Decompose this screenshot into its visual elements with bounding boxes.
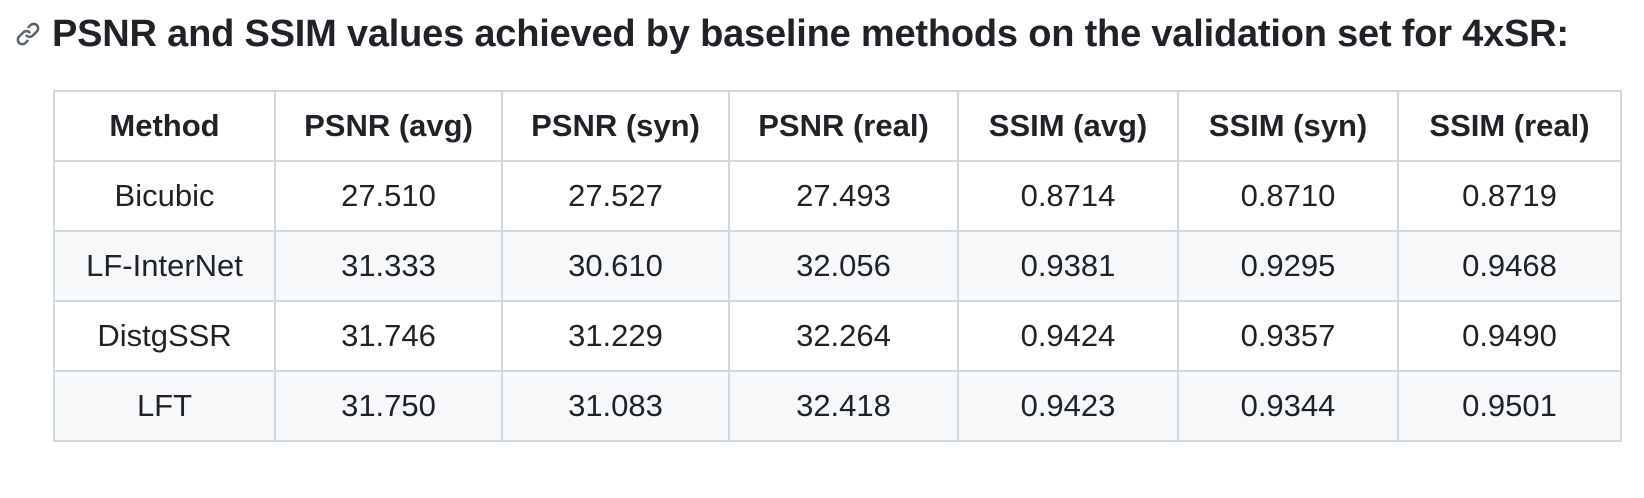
header-ssim-syn: SSIM (syn) <box>1178 91 1398 161</box>
cell-ssim-avg: 0.8714 <box>958 161 1178 231</box>
header-psnr-real: PSNR (real) <box>729 91 958 161</box>
table-body: Bicubic 27.510 27.527 27.493 0.8714 0.87… <box>54 161 1621 441</box>
cell-ssim-real: 0.8719 <box>1398 161 1621 231</box>
cell-ssim-real: 0.9490 <box>1398 301 1621 371</box>
cell-ssim-real: 0.9501 <box>1398 371 1621 441</box>
table-header: Method PSNR (avg) PSNR (syn) PSNR (real)… <box>54 91 1621 161</box>
cell-ssim-real: 0.9468 <box>1398 231 1621 301</box>
cell-psnr-syn: 27.527 <box>502 161 729 231</box>
page-title: PSNR and SSIM values achieved by baselin… <box>52 13 1569 56</box>
cell-ssim-avg: 0.9424 <box>958 301 1178 371</box>
cell-psnr-avg: 31.750 <box>275 371 502 441</box>
header-method: Method <box>54 91 275 161</box>
results-table-container: Method PSNR (avg) PSNR (syn) PSNR (real)… <box>53 90 1622 442</box>
table-row: LF-InterNet 31.333 30.610 32.056 0.9381 … <box>54 231 1621 301</box>
cell-ssim-syn: 0.9344 <box>1178 371 1398 441</box>
table-row: DistgSSR 31.746 31.229 32.264 0.9424 0.9… <box>54 301 1621 371</box>
table-row: LFT 31.750 31.083 32.418 0.9423 0.9344 0… <box>54 371 1621 441</box>
cell-method: Bicubic <box>54 161 275 231</box>
header-ssim-avg: SSIM (avg) <box>958 91 1178 161</box>
cell-psnr-syn: 31.229 <box>502 301 729 371</box>
cell-psnr-syn: 30.610 <box>502 231 729 301</box>
cell-psnr-real: 32.264 <box>729 301 958 371</box>
section-heading: PSNR and SSIM values achieved by baselin… <box>14 8 1569 60</box>
cell-psnr-avg: 31.746 <box>275 301 502 371</box>
cell-psnr-avg: 27.510 <box>275 161 502 231</box>
cell-ssim-syn: 0.9295 <box>1178 231 1398 301</box>
cell-psnr-avg: 31.333 <box>275 231 502 301</box>
cell-method: LF-InterNet <box>54 231 275 301</box>
header-psnr-syn: PSNR (syn) <box>502 91 729 161</box>
results-table: Method PSNR (avg) PSNR (syn) PSNR (real)… <box>53 90 1622 442</box>
table-row: Bicubic 27.510 27.527 27.493 0.8714 0.87… <box>54 161 1621 231</box>
header-row: Method PSNR (avg) PSNR (syn) PSNR (real)… <box>54 91 1621 161</box>
cell-ssim-avg: 0.9381 <box>958 231 1178 301</box>
cell-psnr-syn: 31.083 <box>502 371 729 441</box>
cell-method: DistgSSR <box>54 301 275 371</box>
cell-psnr-real: 32.056 <box>729 231 958 301</box>
header-psnr-avg: PSNR (avg) <box>275 91 502 161</box>
cell-psnr-real: 32.418 <box>729 371 958 441</box>
link-icon[interactable] <box>14 20 42 48</box>
cell-ssim-syn: 0.8710 <box>1178 161 1398 231</box>
cell-psnr-real: 27.493 <box>729 161 958 231</box>
cell-ssim-syn: 0.9357 <box>1178 301 1398 371</box>
header-ssim-real: SSIM (real) <box>1398 91 1621 161</box>
cell-method: LFT <box>54 371 275 441</box>
cell-ssim-avg: 0.9423 <box>958 371 1178 441</box>
